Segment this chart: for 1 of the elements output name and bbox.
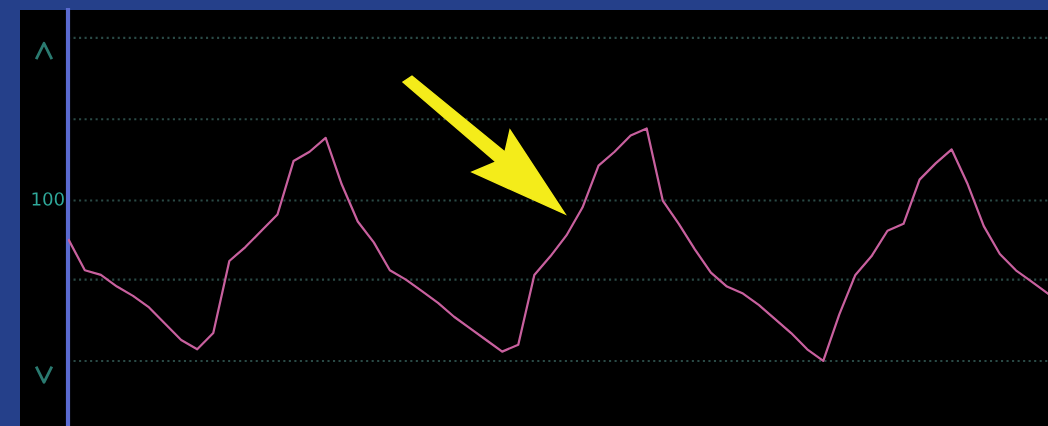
text: 100 bbox=[32, 192, 64, 206]
